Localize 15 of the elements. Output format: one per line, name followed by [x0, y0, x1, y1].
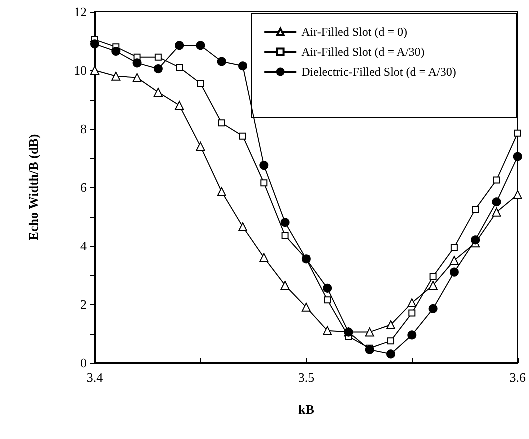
legend-label: Dielectric-Filled Slot (d = A/30) — [302, 65, 456, 79]
y-axis-title: Echo Width/B (dB) — [26, 134, 41, 241]
x-axis-title: kB — [298, 402, 315, 417]
y-tick-label: 4 — [80, 238, 88, 254]
legend-label: Air-Filled Slot (d = 0) — [302, 25, 408, 39]
x-tick-label: 3.4 — [86, 370, 104, 385]
y-tick-label: 8 — [80, 122, 87, 136]
x-tick-label: 3.5 — [298, 370, 315, 385]
y-tick-label: 6 — [80, 180, 88, 195]
y-tick-label: 2 — [80, 297, 87, 312]
y-tick-label: 12 — [74, 4, 87, 20]
legend-label: Air-Filled Slot (d = A/30) — [302, 45, 425, 59]
x-tick-label: 3.6 — [510, 370, 526, 385]
y-tick-label: 10 — [74, 63, 87, 78]
y-tick-label: 0 — [80, 356, 87, 370]
